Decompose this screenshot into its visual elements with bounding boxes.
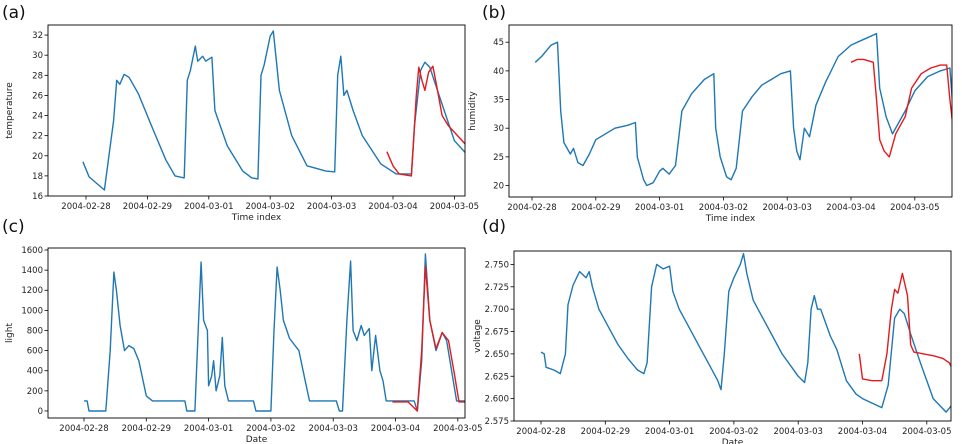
chart-panel-1: 20 25 30 35 40 45 2004-02-28 2004-02-29 2004-03-… — [468, 3, 953, 224]
y-tick-label: 30 — [32, 51, 43, 61]
panel-label: (d) — [482, 217, 506, 237]
x-tick-label: 2004-03-02 — [245, 202, 294, 212]
y-tick-label: 800 — [27, 326, 43, 336]
y-tick-label: 600 — [27, 347, 43, 357]
y-tick-label: 30 — [493, 124, 504, 134]
y-tick-label: 1600 — [21, 246, 43, 256]
x-tick-label: 2004-03-05 — [433, 424, 482, 434]
y-tick-label: 2.650 — [485, 350, 509, 360]
x-tick-label: 2004-03-05 — [902, 427, 951, 437]
y-tick-label: 45 — [493, 38, 504, 48]
series-line-predicted — [392, 265, 465, 412]
series-line-observed — [82, 30, 465, 191]
axes-frame — [47, 24, 466, 197]
y-tick-label: 400 — [27, 367, 43, 377]
y-tick-label: 2.700 — [485, 305, 509, 315]
y-axis-label: temperature — [5, 82, 15, 139]
x-tick-label: 2004-03-05 — [430, 202, 479, 212]
x-tick-label: 2004-03-02 — [246, 424, 295, 434]
y-tick-label: 40 — [493, 67, 504, 77]
x-axis-label: Time index — [705, 214, 756, 224]
x-tick-label: 2004-03-05 — [890, 203, 939, 213]
y-tick-label: 200 — [27, 387, 43, 397]
x-tick-label: 2004-03-04 — [371, 424, 420, 434]
y-tick-label: 1400 — [21, 266, 43, 276]
x-tick-label: 2004-02-29 — [123, 202, 172, 212]
y-axis-label: light — [5, 323, 15, 343]
y-tick-label: 24 — [32, 112, 43, 122]
x-tick-label: 2004-03-04 — [838, 427, 887, 437]
series-line-observed — [540, 253, 951, 413]
series-line-predicted — [386, 65, 465, 177]
y-axis-label: voltage — [473, 319, 483, 353]
x-tick-label: 2004-03-04 — [368, 202, 417, 212]
y-tick-label: 2.750 — [485, 260, 509, 270]
x-tick-label: 2004-03-01 — [635, 203, 684, 213]
y-tick-label: 20 — [32, 152, 43, 162]
x-tick-label: 2004-03-01 — [184, 202, 233, 212]
x-tick-label: 2004-02-28 — [59, 424, 108, 434]
x-tick-label: 2004-02-28 — [516, 427, 565, 437]
y-tick-label: 2.575 — [485, 417, 509, 427]
series-line-observed — [84, 253, 465, 412]
chart-panel-0: 16 18 20 22 24 26 28 30 32 2004-02-28 2004-02-29 20… — [2, 3, 479, 223]
x-tick-label: 2004-02-28 — [507, 203, 556, 213]
axes-frame — [508, 24, 953, 198]
x-axis-label: Date — [246, 435, 268, 444]
y-tick-label: 26 — [32, 91, 43, 101]
y-tick-label: 22 — [32, 132, 43, 142]
y-tick-label: 32 — [32, 31, 43, 41]
y-tick-label: 2.675 — [485, 328, 509, 338]
y-tick-label: 25 — [493, 153, 504, 163]
x-tick-label: 2004-02-29 — [122, 424, 171, 434]
series-line-predicted — [858, 272, 951, 382]
x-tick-label: 2004-02-28 — [61, 202, 110, 212]
x-tick-label: 2004-03-01 — [184, 424, 233, 434]
chart-panel-3: 2.575 2.600 2.625 2.650 2.675 2.700 2.725 2.750… — [473, 217, 952, 444]
y-tick-label: 18 — [32, 172, 43, 182]
y-tick-label: 0 — [38, 407, 43, 417]
x-axis-label: Date — [722, 438, 744, 444]
series-line-observed — [534, 32, 952, 187]
x-tick-label: 2004-03-03 — [308, 424, 357, 434]
panel-label: (b) — [482, 3, 506, 23]
y-axis-label: humidity — [468, 90, 478, 130]
axes-frame — [47, 247, 466, 419]
x-tick-label: 2004-03-03 — [762, 203, 811, 213]
y-tick-label: 28 — [32, 71, 43, 81]
panel-label: (a) — [2, 3, 26, 23]
x-tick-label: 2004-02-29 — [571, 203, 620, 213]
y-tick-label: 2.725 — [485, 283, 509, 293]
y-tick-label: 2.625 — [485, 372, 509, 382]
x-tick-label: 2004-03-01 — [645, 427, 694, 437]
x-axis-label: Time index — [231, 213, 282, 223]
series-line-predicted — [850, 58, 952, 158]
y-tick-label: 1200 — [21, 286, 43, 296]
y-tick-label: 35 — [493, 96, 504, 106]
y-tick-label: 16 — [32, 192, 43, 202]
x-tick-label: 2004-03-04 — [826, 203, 875, 213]
panel-label: (c) — [2, 217, 25, 237]
x-tick-label: 2004-03-03 — [773, 427, 822, 437]
x-tick-label: 2004-03-02 — [699, 203, 748, 213]
x-tick-label: 2004-03-03 — [307, 202, 356, 212]
x-tick-label: 2004-03-02 — [709, 427, 758, 437]
y-tick-label: 2.600 — [485, 395, 509, 405]
y-tick-label: 1000 — [21, 306, 43, 316]
y-tick-label: 20 — [493, 182, 504, 192]
chart-panel-2: 0 200 400 600 800 1000 1200 1400 1600 2004-02-28 2… — [2, 217, 483, 444]
x-tick-label: 2004-02-29 — [581, 427, 630, 437]
axes-frame — [513, 250, 952, 422]
